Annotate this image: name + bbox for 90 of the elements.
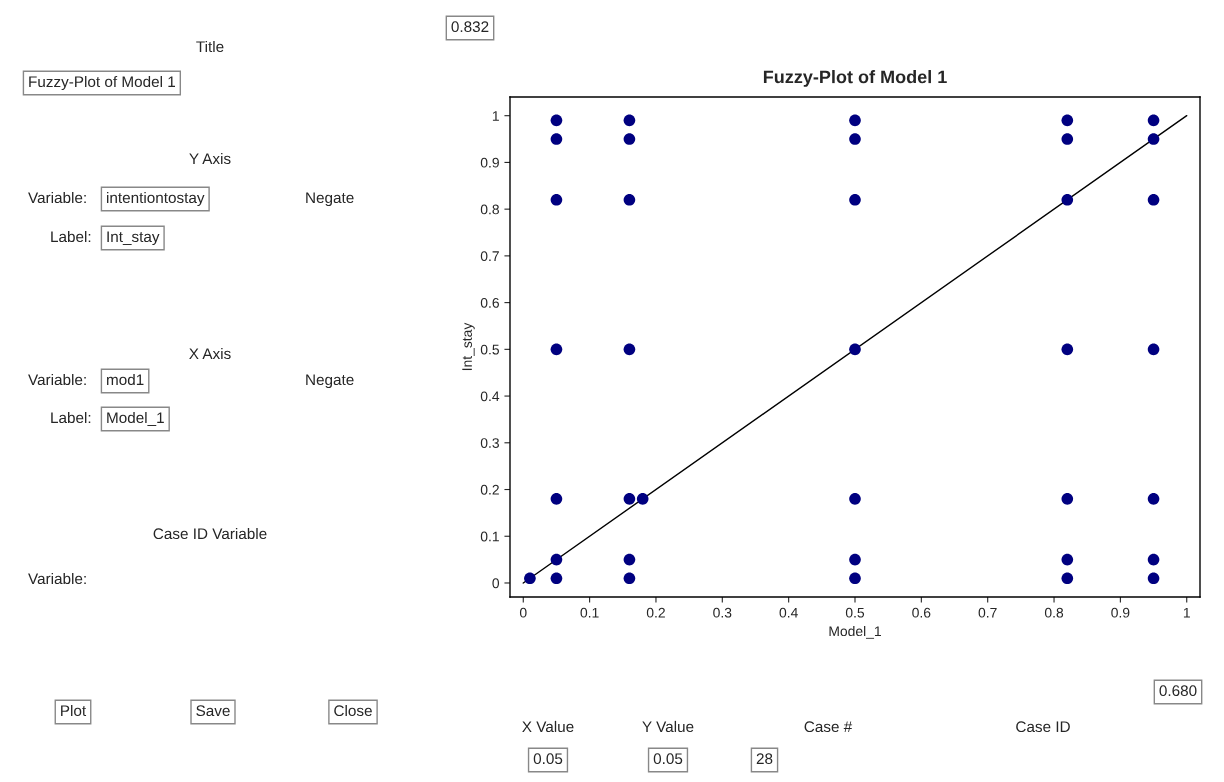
y-tick-label: 0.9 xyxy=(480,157,499,168)
y-axis-title: Int_stay xyxy=(462,322,475,371)
text: X Axis xyxy=(189,347,231,360)
text: Model_1 xyxy=(107,411,164,426)
point xyxy=(1061,133,1074,145)
point xyxy=(550,553,563,566)
x-tick-label: 0.4 xyxy=(779,607,798,618)
point xyxy=(849,193,861,206)
y-tick-label: 0.4 xyxy=(480,391,500,402)
point xyxy=(550,114,563,127)
text: 28 xyxy=(756,753,773,765)
point xyxy=(550,572,563,585)
x-tick-label: 0.1 xyxy=(580,607,599,618)
point xyxy=(623,493,636,505)
point xyxy=(524,572,536,585)
point xyxy=(623,133,636,145)
text: Save xyxy=(196,705,230,717)
point xyxy=(636,493,649,505)
point xyxy=(1061,193,1074,206)
text: intentiontostay xyxy=(107,191,205,207)
text: Variable: xyxy=(28,191,86,204)
point xyxy=(849,133,861,145)
text: Y Axis xyxy=(189,152,231,165)
point xyxy=(623,553,636,566)
text: Title xyxy=(196,40,224,53)
text: mod1 xyxy=(107,373,144,386)
text: Label: xyxy=(51,230,91,243)
text: Negate xyxy=(306,192,354,207)
point xyxy=(1147,193,1160,206)
point xyxy=(849,343,861,356)
point xyxy=(1147,114,1160,127)
point xyxy=(623,193,636,206)
point xyxy=(1061,493,1074,505)
point xyxy=(1147,343,1160,356)
x-tick-label: 0.5 xyxy=(845,607,865,618)
text: Fuzzy-Plot of Model 1 xyxy=(29,75,175,91)
point xyxy=(849,114,861,127)
point xyxy=(849,553,861,566)
text: Label: xyxy=(51,411,91,424)
y-tick-label: 0 xyxy=(492,578,500,589)
point xyxy=(550,193,563,206)
point xyxy=(1061,343,1074,356)
point xyxy=(550,133,563,145)
point xyxy=(1147,133,1160,145)
point xyxy=(1061,114,1074,127)
text: 0.05 xyxy=(533,753,563,765)
y-tick-label: 1 xyxy=(492,111,499,121)
point xyxy=(623,343,636,356)
text: Case # xyxy=(804,721,853,733)
y-tick-label: 0.6 xyxy=(480,297,499,308)
text: Case ID Variable xyxy=(153,527,267,540)
text: 0.05 xyxy=(653,753,683,765)
y-tick-label: 0.2 xyxy=(480,484,499,495)
point xyxy=(1147,493,1160,505)
y-tick-label: 0.3 xyxy=(480,438,499,448)
x-tick-label: 0.8 xyxy=(1044,607,1064,618)
text: 0.832 xyxy=(451,21,489,33)
text: Plot xyxy=(61,704,87,717)
point xyxy=(1061,572,1074,585)
x-tick-label: 0 xyxy=(519,607,527,618)
text: 0.680 xyxy=(1159,685,1197,697)
x-tick-label: 0.9 xyxy=(1111,607,1130,618)
text: Close xyxy=(334,704,372,717)
chart-title: Fuzzy-Plot of Model 1 xyxy=(763,70,947,87)
y-tick-label: 0.7 xyxy=(480,251,499,262)
x-axis-title: Model_1 xyxy=(829,625,881,639)
y-tick-label: 0.8 xyxy=(480,204,499,215)
x-tick-label: 0.7 xyxy=(978,607,997,618)
point xyxy=(1147,553,1160,566)
point xyxy=(1061,553,1074,566)
point xyxy=(1147,572,1160,585)
point xyxy=(849,493,861,505)
point xyxy=(623,114,636,127)
x-tick-label: 1 xyxy=(1183,607,1190,618)
x-tick-label: 0.3 xyxy=(713,607,732,618)
point xyxy=(550,343,563,356)
text: Variable: xyxy=(28,572,86,585)
y-tick-label: 0.5 xyxy=(480,344,499,355)
point xyxy=(849,572,861,585)
text: Variable: xyxy=(28,373,86,386)
y-tick-label: 0.1 xyxy=(480,531,499,542)
x-tick-label: 0.2 xyxy=(646,607,665,618)
text: Y Value xyxy=(642,720,694,733)
point xyxy=(623,572,636,585)
text: Negate xyxy=(306,374,354,389)
point xyxy=(550,493,563,505)
x-tick-label: 0.6 xyxy=(912,607,931,618)
text: X Value xyxy=(522,720,574,733)
text: Int_stay xyxy=(107,231,160,246)
text: Case ID xyxy=(1016,721,1070,733)
